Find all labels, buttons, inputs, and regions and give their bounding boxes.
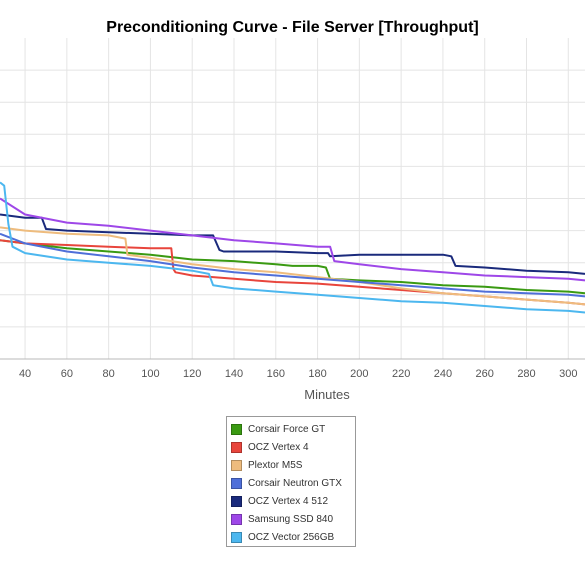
legend-item[interactable]: Corsair Neutron GTX: [231, 474, 355, 492]
legend-swatch: [231, 495, 242, 507]
legend-swatch: [231, 531, 242, 543]
legend-item[interactable]: Samsung SSD 840: [231, 510, 355, 528]
x-tick-label: 140: [225, 368, 243, 380]
chart-title: Preconditioning Curve - File Server [Thr…: [106, 19, 479, 36]
legend-item[interactable]: OCZ Vector 256GB: [231, 528, 355, 546]
series-line-corsair-neutron-gtx: [0, 232, 585, 298]
x-tick-label: 200: [350, 368, 368, 380]
x-axis-title: Minutes: [304, 387, 350, 402]
x-tick-label: 40: [19, 368, 31, 380]
series-line-plextor-m5s: [0, 226, 585, 306]
legend: Corsair Force GT OCZ Vertex 4 Plextor M5S C…: [226, 416, 356, 547]
series-line-ocz-vertex-4-512: [0, 213, 585, 275]
legend-label: Corsair Neutron GTX: [248, 477, 342, 489]
x-tick-label: 80: [103, 368, 115, 380]
legend-item[interactable]: Corsair Force GT: [231, 420, 355, 438]
x-axis-ticks: 40 60 80 100 120 140 160 180 200 220 240 260 280 300: [19, 368, 578, 380]
x-tick-label: 100: [141, 368, 159, 380]
x-tick-label: 220: [392, 368, 410, 380]
legend-label: OCZ Vertex 4 512: [248, 495, 329, 507]
x-tick-label: 160: [267, 368, 285, 380]
legend-item[interactable]: OCZ Vertex 4 512: [231, 492, 355, 510]
x-tick-label: 120: [183, 368, 201, 380]
x-tick-label: 180: [308, 368, 326, 380]
x-tick-label: 300: [559, 368, 577, 380]
series-line-corsair-force-gt: [0, 239, 585, 295]
legend-label: Samsung SSD 840: [248, 513, 334, 525]
grid-layer: [0, 38, 585, 359]
legend-label: Plextor M5S: [248, 459, 303, 471]
legend-label: Corsair Force GT: [248, 423, 326, 435]
series-line-ocz-vector-256gb: [0, 181, 585, 314]
legend-item[interactable]: OCZ Vertex 4: [231, 438, 355, 456]
legend-label: OCZ Vertex 4: [248, 441, 309, 453]
series-layer: [0, 181, 585, 314]
x-tick-label: 260: [476, 368, 494, 380]
x-tick-label: 280: [517, 368, 535, 380]
legend-swatch: [231, 459, 242, 471]
legend-item[interactable]: Plextor M5S: [231, 456, 355, 474]
x-tick-label: 240: [434, 368, 452, 380]
legend-label: OCZ Vector 256GB: [248, 531, 335, 543]
legend-swatch: [231, 423, 242, 435]
legend-swatch: [231, 441, 242, 453]
legend-swatch: [231, 477, 242, 489]
x-tick-label: 60: [61, 368, 73, 380]
series-line-samsung-ssd-840: [0, 197, 585, 282]
legend-swatch: [231, 513, 242, 525]
